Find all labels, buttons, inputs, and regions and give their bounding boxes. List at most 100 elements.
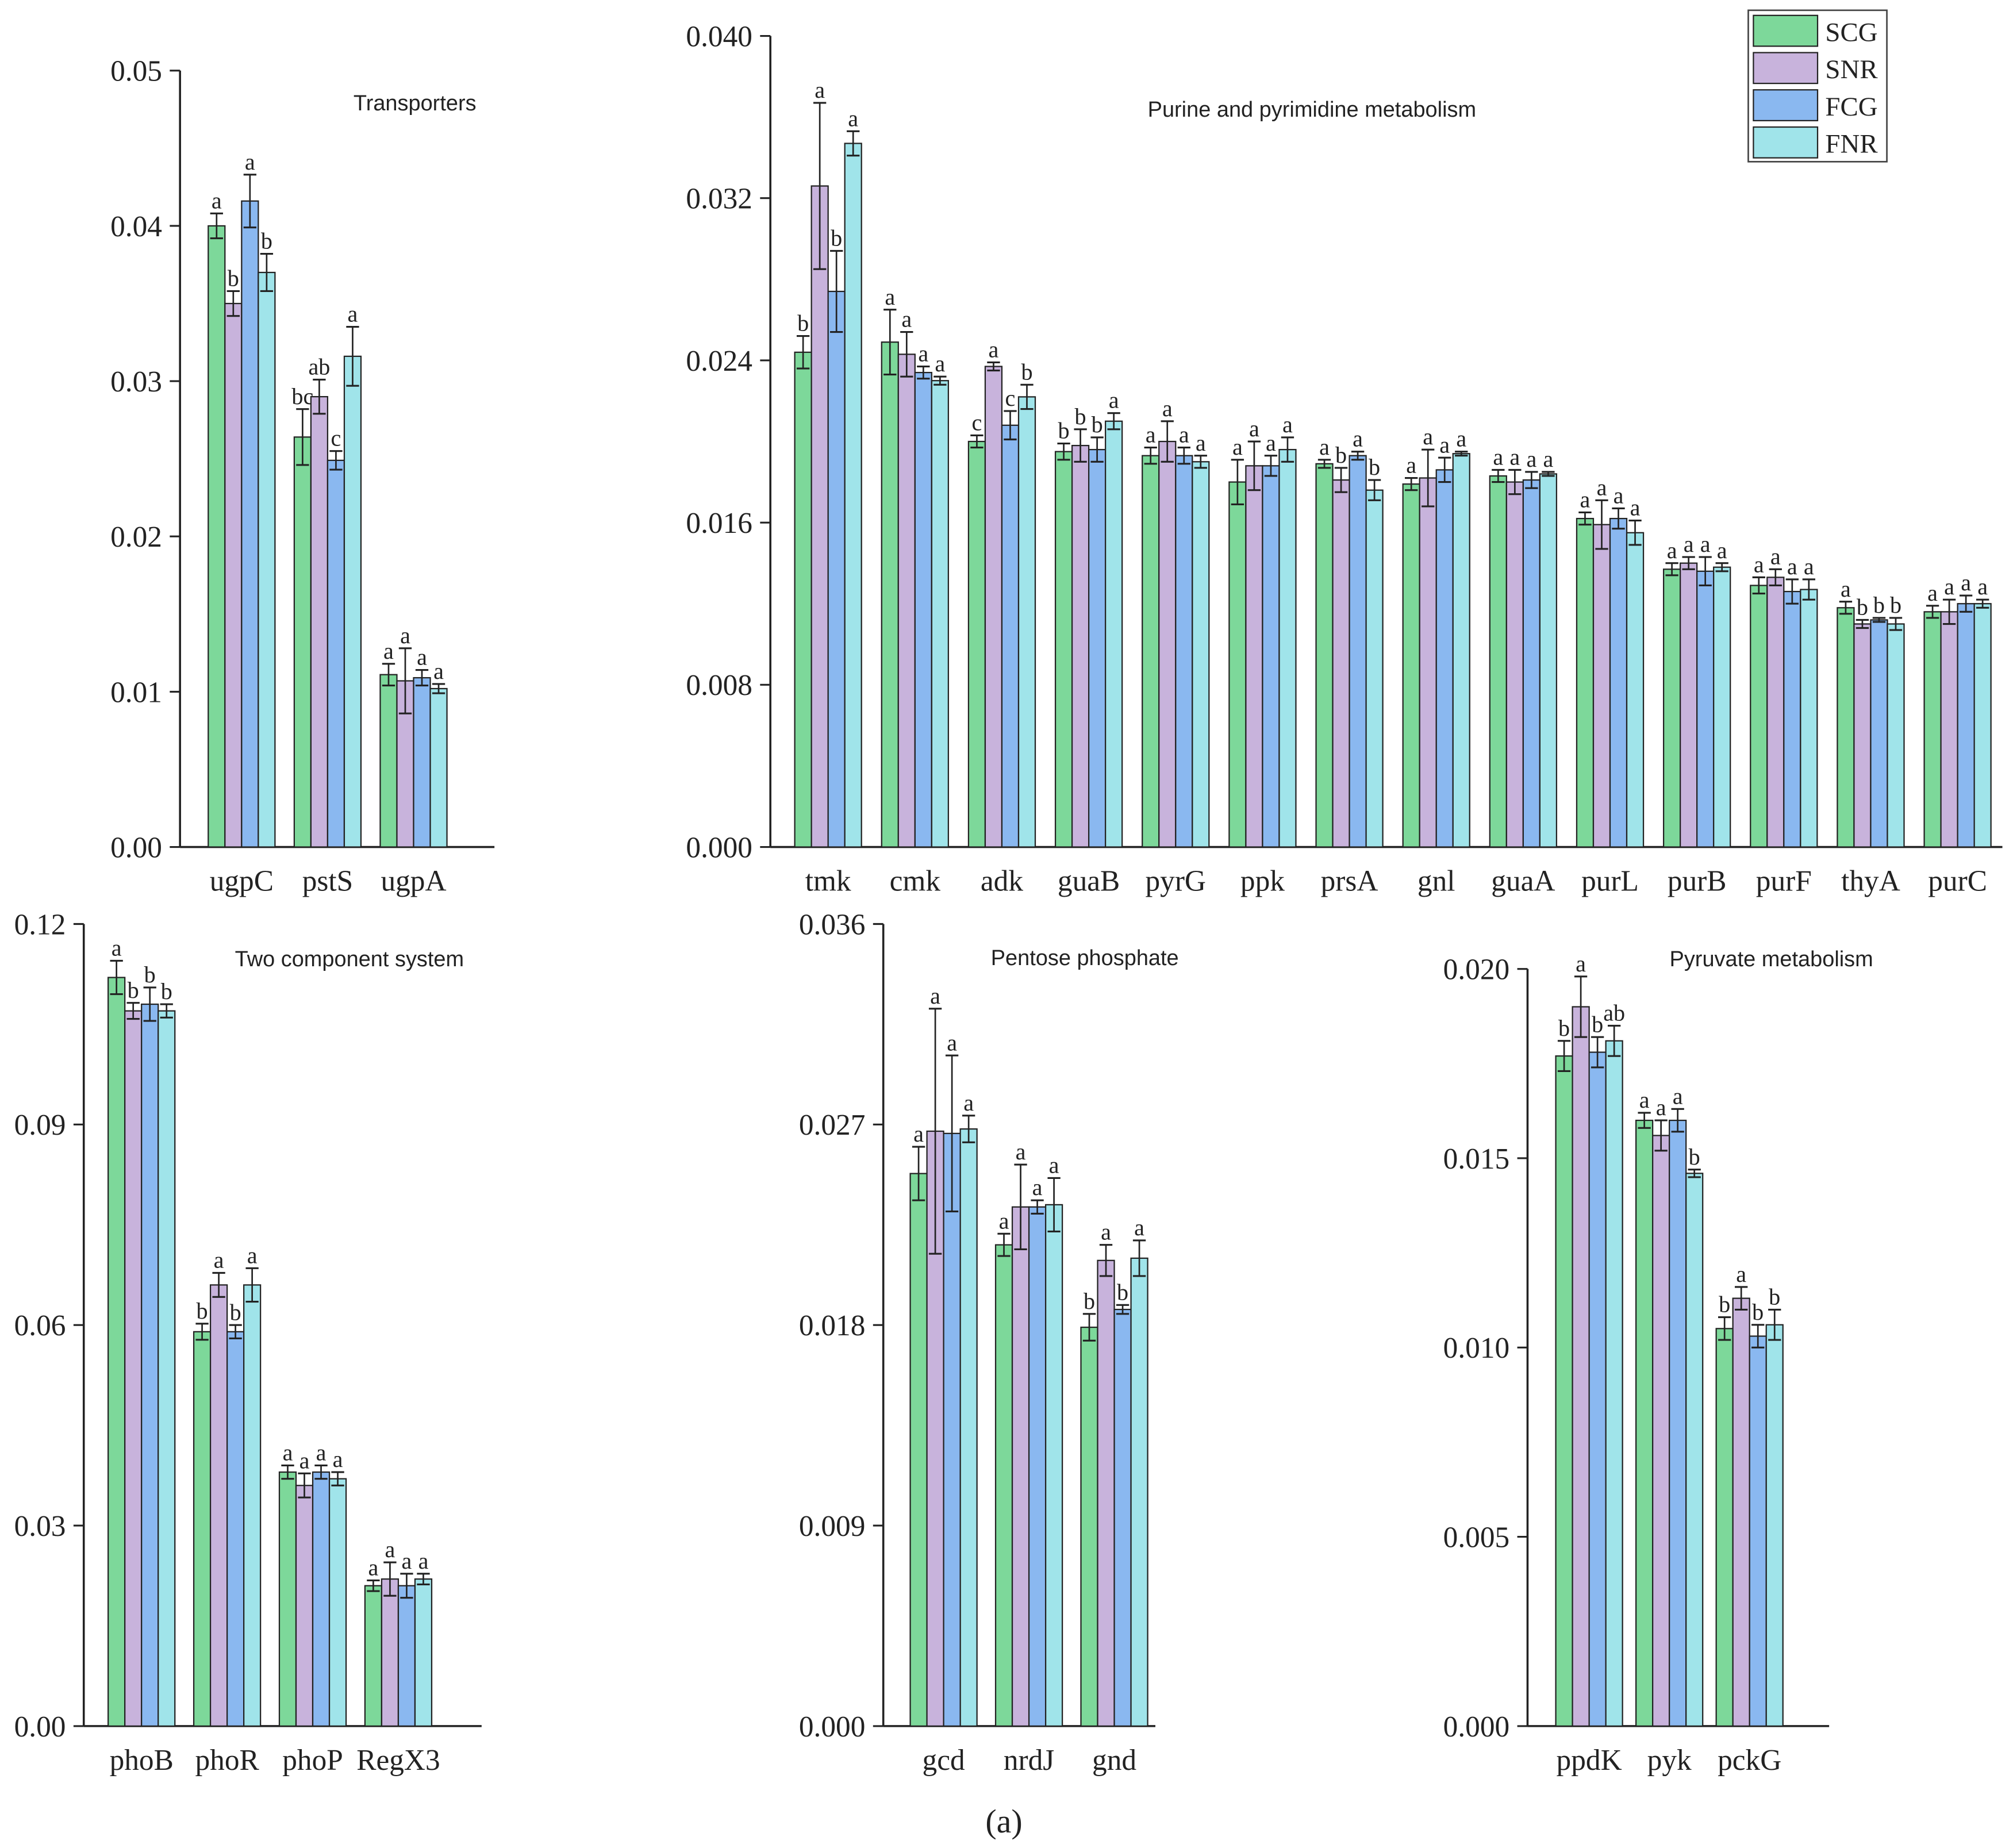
x-tick-label: purB (1668, 865, 1727, 897)
x-tick-label: adk (981, 865, 1023, 897)
y-tick-label: 0.03 (14, 1510, 66, 1543)
significance-letter: a (316, 1439, 326, 1465)
bar-fcg (413, 677, 431, 848)
bar-snr (810, 185, 829, 848)
significance-letter: b (1558, 1015, 1570, 1041)
significance-letter: a (930, 983, 940, 1009)
significance-letter: a (1266, 430, 1276, 456)
significance-letter: a (383, 638, 394, 664)
chart-pyruvate-metabolism: Pyruvate metabolism 0.000 0.005 0.010 0.015 0… (1443, 947, 1873, 1777)
bar-scg (379, 674, 398, 848)
y-tick-label: 0.03 (110, 366, 162, 398)
y-tick-label: 0.00 (110, 831, 162, 864)
y-tick-label: 0.010 (1443, 1332, 1510, 1365)
significance-letter: b (161, 978, 172, 1004)
significance-letter: ab (1603, 1000, 1625, 1026)
bar-fcg (1696, 570, 1715, 848)
bar-fcg (1870, 619, 1888, 848)
bar-fcg (1783, 590, 1801, 848)
bar-snr (1332, 479, 1350, 848)
x-tick-label: thyA (1841, 865, 1900, 897)
bar-fcg (1349, 455, 1367, 848)
bar-scg (994, 1244, 1013, 1727)
significance-letter: ab (308, 354, 330, 379)
significance-letter: b (1752, 1299, 1764, 1325)
significance-letter: a (1977, 574, 1988, 600)
bar-fnr (429, 687, 448, 848)
significance-letter: b (1084, 1288, 1095, 1314)
significance-letter: b (261, 228, 272, 254)
significance-letter: a (1667, 537, 1677, 563)
bar-scg (1054, 451, 1073, 848)
significance-letter: a (1016, 1139, 1026, 1165)
bar-scg (909, 1173, 928, 1727)
bar-fnr (1130, 1257, 1148, 1727)
significance-letter: bc (291, 383, 313, 409)
y-tick-label: 0.008 (686, 669, 752, 702)
bar-fnr (1765, 1324, 1784, 1727)
bar-fcg (1957, 603, 1975, 848)
bar-snr (984, 366, 1003, 848)
significance-letter: a (1109, 387, 1119, 413)
bar-scg (967, 440, 986, 848)
significance-letter: a (1353, 426, 1363, 452)
bar-scg (1080, 1326, 1098, 1727)
bar-fcg (1088, 449, 1107, 848)
bar-fnr (1685, 1173, 1704, 1727)
x-tick-label: tmk (805, 865, 851, 897)
significance-letter: a (1673, 1083, 1683, 1109)
x-tick-label: pckG (1718, 1744, 1781, 1777)
bar-fnr (1105, 420, 1123, 848)
significance-letter: a (385, 1536, 395, 1562)
significance-letter: a (1630, 495, 1641, 521)
bar-fnr (1973, 603, 1992, 848)
significance-letter: c (972, 410, 982, 436)
bar-snr (310, 395, 329, 848)
y-tick-label: 0.024 (686, 345, 752, 378)
significance-letter: b (1857, 594, 1868, 620)
bar-scg (364, 1585, 383, 1727)
bar-scg (1923, 611, 1942, 848)
bar-fnr (258, 271, 276, 848)
y-tick-label: 0.00 (14, 1711, 66, 1743)
y-tick-label: 0.02 (110, 521, 162, 554)
significance-letter: a (283, 1439, 293, 1465)
significance-letter: a (901, 306, 912, 332)
bar-fnr (1605, 1040, 1623, 1727)
significance-letter: b (1689, 1144, 1700, 1170)
chart-title: Transporters (354, 91, 477, 116)
bar-fcg (1113, 1308, 1132, 1727)
bar-fcg (326, 459, 345, 848)
bar-snr (1940, 611, 1958, 848)
x-tick-label: ppdK (1557, 1744, 1622, 1777)
bar-snr (1592, 524, 1611, 848)
bar-scg (881, 341, 899, 848)
significance-letter: a (1282, 412, 1293, 437)
bar-scg (1315, 463, 1334, 848)
significance-letter: c (331, 425, 341, 451)
significance-letter: b (230, 1299, 241, 1325)
bar-fcg (1001, 424, 1020, 848)
significance-letter: a (1576, 951, 1586, 977)
x-tick-label: ugpA (381, 865, 446, 897)
significance-letter: a (112, 935, 122, 961)
chart-transporters: Transporters 0.00 0.01 0.02 0.03 0.04 0.05 ugpC… (110, 55, 495, 897)
significance-letter: a (848, 105, 858, 131)
chart-pentose-phosphate: Pentose phosphate 0.000 0.009 0.018 0.027 0.0… (799, 908, 1179, 1776)
bar-fcg (1588, 1051, 1607, 1727)
bar-fcg (914, 371, 932, 848)
bar-fnr (343, 355, 362, 848)
significance-letter: a (1423, 424, 1433, 449)
significance-letter: a (1927, 580, 1938, 606)
significance-letter: a (1804, 554, 1814, 579)
chart-two-component-system: Two component system 0.00 0.03 0.06 0.09 0.12… (14, 908, 482, 1777)
significance-letter: a (1656, 1094, 1666, 1120)
bar-fcg (1669, 1119, 1687, 1727)
significance-letter: a (1134, 1215, 1144, 1240)
y-tick-label: 0.04 (110, 210, 162, 243)
bar-fcg (1522, 479, 1541, 848)
significance-letter: a (1639, 1087, 1650, 1113)
significance-letter: a (1249, 416, 1259, 441)
significance-letter: a (417, 644, 427, 670)
significance-letter: a (214, 1247, 224, 1273)
